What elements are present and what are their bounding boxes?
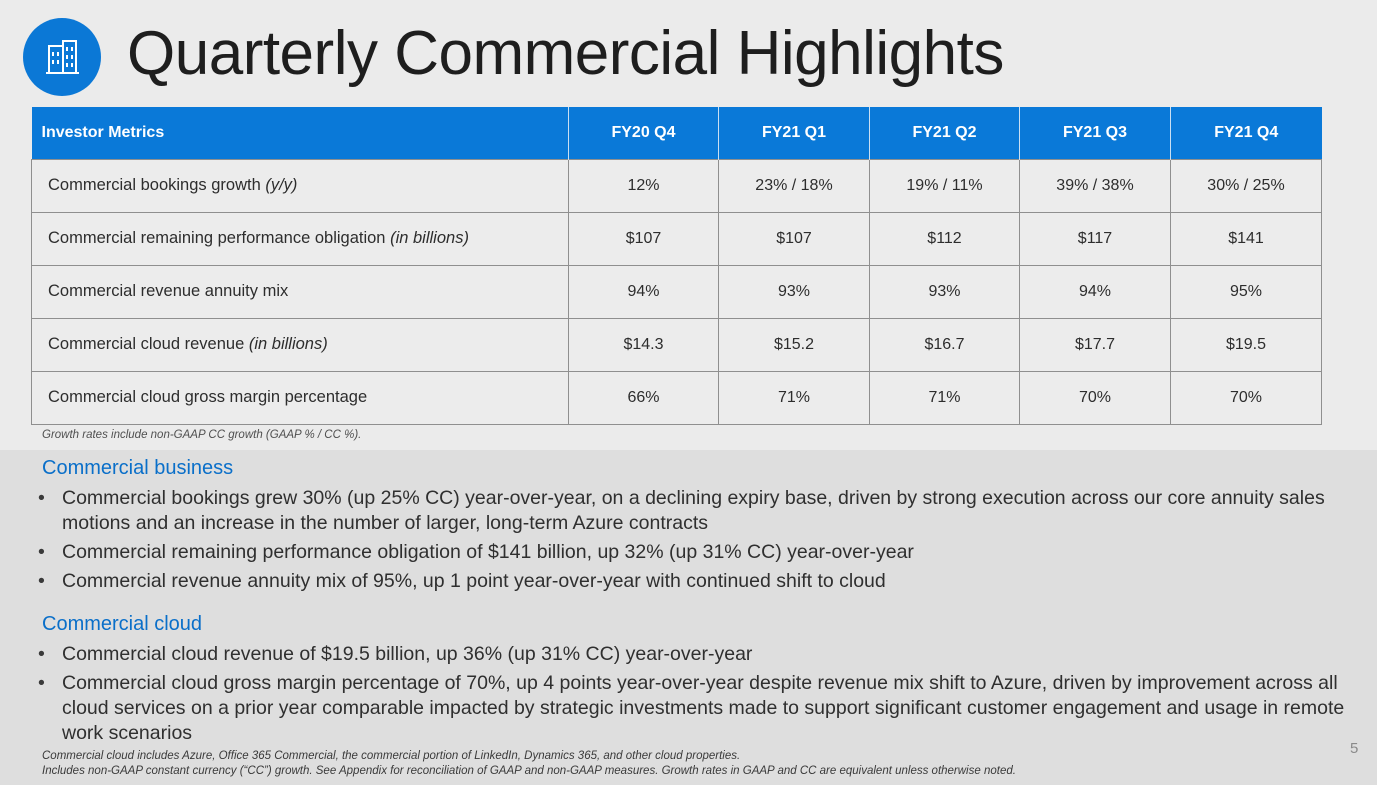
table-cell: $141: [1170, 211, 1322, 266]
investor-metrics-table: Investor Metrics FY20 Q4 FY21 Q1 FY21 Q2…: [31, 107, 1322, 425]
column-header: FY21 Q2: [869, 107, 1020, 159]
row-label: Commercial cloud revenue (in billions): [31, 317, 569, 372]
table-cell: 71%: [869, 370, 1020, 425]
column-header: Investor Metrics: [31, 107, 569, 159]
table-cell: 70%: [1019, 370, 1171, 425]
section-heading-commercial-business: Commercial business: [42, 457, 234, 479]
table-cell: $14.3: [568, 317, 719, 372]
table-cell: $16.7: [869, 317, 1020, 372]
table-row: Commercial cloud gross margin percentage…: [31, 370, 1322, 425]
section-heading-commercial-cloud: Commercial cloud: [42, 613, 203, 635]
page-title: Quarterly Commercial Highlights: [127, 19, 1004, 88]
table-cell: 70%: [1170, 370, 1322, 425]
table-cell: $15.2: [718, 317, 870, 372]
table-cell: 66%: [568, 370, 719, 425]
row-label: Commercial revenue annuity mix: [31, 264, 569, 319]
table-cell: 71%: [718, 370, 870, 425]
table-cell: 39% / 38%: [1019, 158, 1171, 213]
table-cell: $19.5: [1170, 317, 1322, 372]
row-label-note: (in billions): [390, 229, 469, 247]
table-cell: 93%: [718, 264, 870, 319]
list-item: Commercial cloud revenue of $19.5 billio…: [38, 642, 1348, 667]
list-item: Commercial revenue annuity mix of 95%, u…: [38, 569, 1348, 594]
growth-note: Growth rates include non-GAAP CC growth …: [42, 429, 362, 441]
row-label: Commercial bookings growth (y/y): [31, 158, 569, 213]
table-row: Commercial remaining performance obligat…: [31, 211, 1322, 266]
table-cell: $107: [718, 211, 870, 266]
table-cell: 12%: [568, 158, 719, 213]
table-cell: $117: [1019, 211, 1171, 266]
column-header: FY21 Q1: [718, 107, 870, 159]
building-icon: [46, 40, 79, 74]
table-cell: 94%: [1019, 264, 1171, 319]
row-label: Commercial remaining performance obligat…: [31, 211, 569, 266]
table-cell: 94%: [568, 264, 719, 319]
page-number: 5: [1350, 740, 1359, 757]
table-cell: 19% / 11%: [869, 158, 1020, 213]
row-label: Commercial cloud gross margin percentage: [31, 370, 569, 425]
footnote-cloud-definition: Commercial cloud includes Azure, Office …: [42, 750, 741, 762]
table-cell: 30% / 25%: [1170, 158, 1322, 213]
table-row: Commercial bookings growth (y/y) 12% 23%…: [31, 158, 1322, 213]
commercial-business-bullets: Commercial bookings grew 30% (up 25% CC)…: [38, 486, 1348, 598]
table-cell: 23% / 18%: [718, 158, 870, 213]
column-header: FY21 Q4: [1170, 107, 1322, 159]
list-item: Commercial remaining performance obligat…: [38, 540, 1348, 565]
column-header: FY21 Q3: [1019, 107, 1171, 159]
table-cell: $112: [869, 211, 1020, 266]
column-header: FY20 Q4: [568, 107, 719, 159]
logo: [23, 18, 101, 96]
list-item: Commercial bookings grew 30% (up 25% CC)…: [38, 486, 1348, 536]
table-cell: 93%: [869, 264, 1020, 319]
table-row: Commercial cloud revenue (in billions) $…: [31, 317, 1322, 372]
row-label-note: (y/y): [265, 176, 298, 194]
row-label-note: (in billions): [248, 335, 328, 353]
table-cell: $17.7: [1019, 317, 1171, 372]
footnote-non-gaap: Includes non-GAAP constant currency (“CC…: [42, 765, 1016, 777]
table-cell: $107: [568, 211, 719, 266]
commercial-cloud-bullets: Commercial cloud revenue of $19.5 billio…: [38, 642, 1348, 750]
list-item: Commercial cloud gross margin percentage…: [38, 671, 1348, 746]
table-header-row: Investor Metrics FY20 Q4 FY21 Q1 FY21 Q2…: [31, 107, 1322, 159]
table-cell: 95%: [1170, 264, 1322, 319]
table-row: Commercial revenue annuity mix 94% 93% 9…: [31, 264, 1322, 319]
